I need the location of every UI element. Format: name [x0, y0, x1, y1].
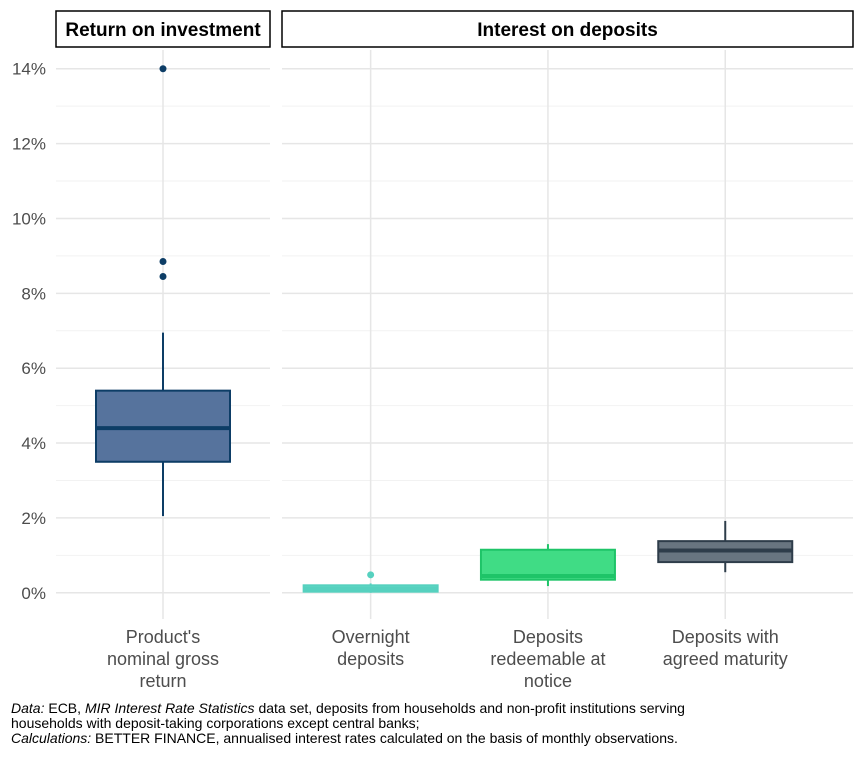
outlier-point: [159, 272, 167, 280]
caption-data-label: Data:: [11, 700, 45, 716]
category-label: Product's: [126, 627, 200, 647]
panel-strip: [55, 10, 271, 48]
caption-calc-text: BETTER FINANCE, annualised interest rate…: [95, 730, 678, 746]
category-label: Overnight: [332, 627, 410, 647]
caption-data-description: data set, deposits from households and n…: [11, 700, 685, 731]
y-tick-label: 8%: [21, 284, 46, 303]
y-tick-label: 14%: [12, 60, 46, 79]
category-label: Deposits with: [672, 627, 779, 647]
caption-data-source: ECB,: [48, 700, 82, 716]
caption-dataset-name: MIR Interest Rate Statistics: [84, 700, 255, 716]
boxplot-chart: 0% 2% 4% 6% 8% 10% 12% 14% Return on investment P…: [12, 10, 854, 691]
panel-title: Interest on deposits: [477, 20, 658, 41]
y-tick-label: 0%: [21, 584, 46, 603]
chart-caption: Data: ECB, MIR Interest Rate Statistics …: [11, 701, 711, 746]
y-tick-label: 4%: [21, 434, 46, 453]
y-tick-label: 10%: [12, 209, 46, 228]
y-tick-label: 6%: [21, 359, 46, 378]
category-label: nominal gross: [107, 649, 219, 669]
y-tick-label: 12%: [12, 135, 46, 154]
outlier-point: [159, 65, 167, 73]
category-label: deposits: [337, 649, 404, 669]
outlier-point: [159, 258, 167, 266]
category-label: redeemable at: [490, 649, 605, 669]
panel-title: Return on investment: [65, 20, 261, 41]
caption-calc-label: Calculations:: [11, 730, 92, 746]
outlier-point: [367, 571, 375, 579]
category-label: notice: [524, 671, 572, 691]
category-label: agreed maturity: [663, 649, 788, 669]
y-tick-label: 2%: [21, 509, 46, 528]
category-label: return: [139, 671, 186, 691]
category-label: Deposits: [513, 627, 583, 647]
panel-strip: [281, 10, 854, 48]
